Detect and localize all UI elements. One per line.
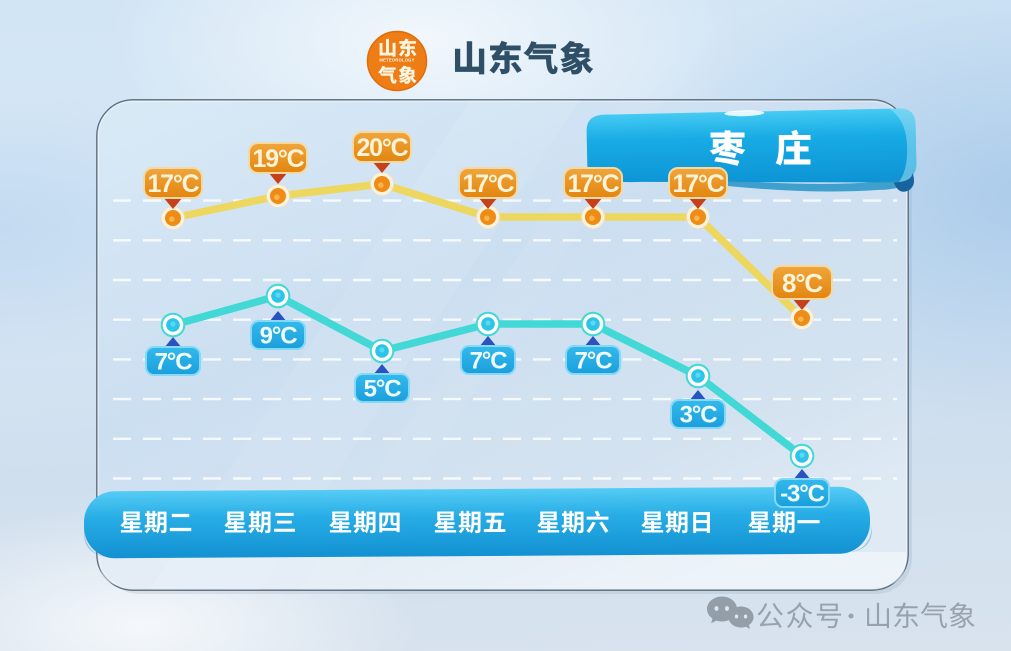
svg-text:8°C: 8°C <box>782 268 823 298</box>
svg-text:19°C: 19°C <box>252 145 304 173</box>
svg-text:7°C: 7°C <box>575 348 613 375</box>
svg-text:7°C: 7°C <box>470 348 508 375</box>
svg-text:17°C: 17°C <box>672 170 724 198</box>
svg-text:7°C: 7°C <box>155 349 193 376</box>
svg-text:20°C: 20°C <box>356 134 408 162</box>
svg-text:17°C: 17°C <box>147 170 199 198</box>
svg-text:9°C: 9°C <box>260 323 298 350</box>
svg-text:17°C: 17°C <box>567 170 619 198</box>
svg-text:17°C: 17°C <box>462 170 514 198</box>
svg-text:METEOROLOGY: METEOROLOGY <box>379 58 414 63</box>
svg-text:3°C: 3°C <box>680 402 718 429</box>
svg-text:5°C: 5°C <box>364 376 402 403</box>
svg-text:-3°C: -3°C <box>780 481 824 508</box>
